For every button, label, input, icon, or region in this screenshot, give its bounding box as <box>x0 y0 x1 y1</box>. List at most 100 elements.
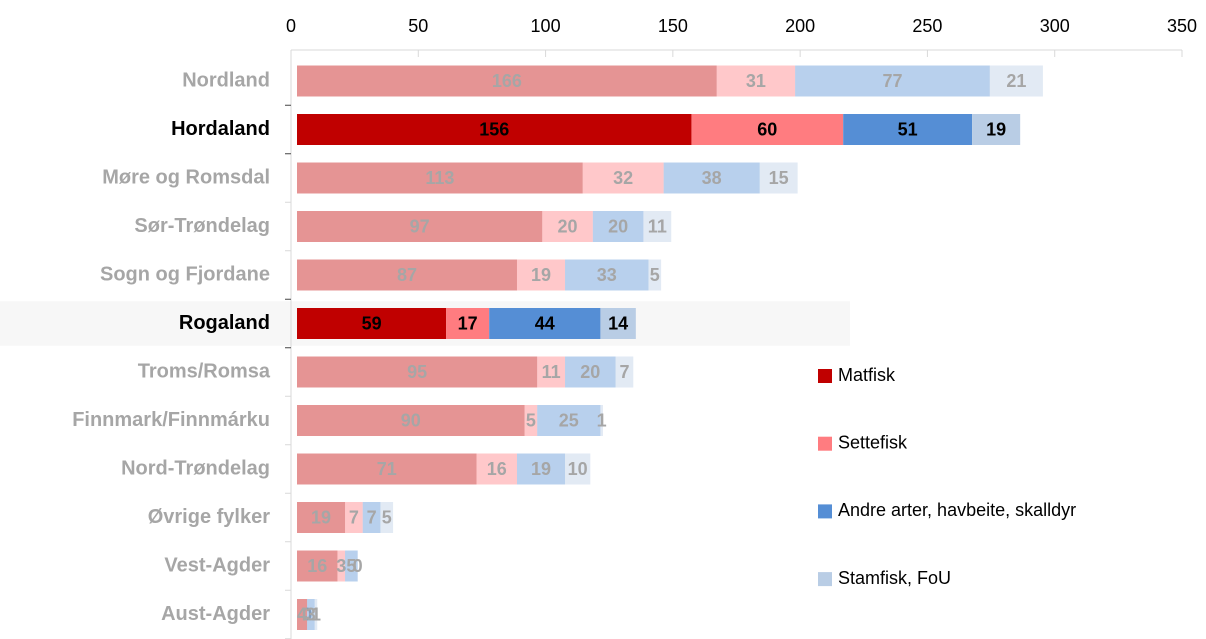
data-label: 7 <box>619 362 629 382</box>
data-label: 38 <box>702 168 722 188</box>
legend-label: Settefisk <box>838 432 908 452</box>
y-tick-label: Aust-Agder <box>161 603 270 625</box>
data-label: 33 <box>597 265 617 285</box>
bar-segment <box>989 65 1043 97</box>
y-tick-label: Finnmark/Finnmárku <box>72 409 270 431</box>
data-label: 59 <box>362 313 382 333</box>
bar-segment <box>537 356 566 388</box>
bar-segment <box>615 356 634 388</box>
data-label: 14 <box>608 313 628 333</box>
bar-segment <box>643 211 672 242</box>
data-label: 97 <box>410 216 430 236</box>
data-label: 44 <box>535 313 555 333</box>
x-tick-label: 300 <box>1040 16 1070 36</box>
data-label: 0 <box>302 604 312 624</box>
data-label: 15 <box>769 168 789 188</box>
data-label: 90 <box>401 410 421 430</box>
data-label: 7 <box>349 507 359 527</box>
bar-segment <box>691 114 844 145</box>
bar-segment <box>592 211 644 242</box>
y-tick-label: Nord-Trøndelag <box>121 457 270 479</box>
data-label: 166 <box>492 71 522 91</box>
legend-label: Andre arter, havbeite, skalldyr <box>838 500 1076 520</box>
bar-segment <box>565 356 616 388</box>
data-label: 10 <box>568 459 588 479</box>
bar-segment <box>516 453 566 485</box>
data-label: 19 <box>531 459 551 479</box>
bar-segment <box>345 502 363 533</box>
y-tick-label: Øvrige fylker <box>148 506 271 528</box>
data-label: 11 <box>648 216 667 236</box>
bar-segment <box>297 114 692 145</box>
data-label: 19 <box>311 507 331 527</box>
data-label: 31 <box>746 71 766 91</box>
x-tick-label: 250 <box>912 16 942 36</box>
bar-segment <box>297 356 538 388</box>
data-label: 32 <box>613 168 633 188</box>
bar-segment <box>600 308 636 339</box>
x-tick-label: 350 <box>1167 16 1197 36</box>
y-tick-label: Troms/Romsa <box>138 360 271 382</box>
bar-segment <box>516 259 566 291</box>
legend-label: Stamfisk, FoU <box>838 568 951 588</box>
data-label: 3 <box>336 556 346 576</box>
bar-segment <box>972 114 1021 145</box>
bar-segment <box>565 259 649 291</box>
bar-segment <box>345 550 358 582</box>
data-label: 95 <box>407 362 427 382</box>
bar-segment <box>446 308 490 339</box>
bar-segment <box>297 502 346 533</box>
data-label: 113 <box>425 168 454 188</box>
bar-segment <box>362 502 381 533</box>
y-tick-label: Hordaland <box>171 118 270 140</box>
y-tick-label: Nordland <box>182 69 270 91</box>
data-label: 0 <box>353 556 363 576</box>
legend-swatch <box>818 369 832 383</box>
bar-segment <box>489 308 601 339</box>
y-tick-label: Sør-Trøndelag <box>134 215 270 237</box>
data-label: 20 <box>608 216 628 236</box>
legend-swatch <box>818 572 832 587</box>
bar-segment <box>648 259 662 291</box>
x-tick-label: 50 <box>408 16 428 36</box>
bar-segment <box>297 211 543 242</box>
legend-swatch <box>818 436 832 451</box>
data-label: 1 <box>597 410 607 430</box>
data-label: 11 <box>542 362 561 382</box>
data-label: 16 <box>487 459 507 479</box>
data-label: 87 <box>397 265 417 285</box>
data-label: 5 <box>346 556 356 576</box>
bar-segment <box>314 599 318 630</box>
data-label: 20 <box>558 216 578 236</box>
x-tick-label: 0 <box>286 16 296 36</box>
bar-segment <box>537 405 601 436</box>
data-label: 19 <box>531 265 551 285</box>
x-tick-label: 150 <box>658 16 688 36</box>
data-label: 21 <box>1006 71 1026 91</box>
data-label: 7 <box>367 507 377 527</box>
bar-segment <box>565 453 591 485</box>
bar-segment <box>600 405 603 436</box>
data-label: 156 <box>479 119 509 139</box>
data-label: 5 <box>382 507 392 527</box>
bar-segment <box>380 502 394 533</box>
bar-segment <box>582 162 664 194</box>
data-label: 60 <box>757 119 777 139</box>
bar-segment <box>759 162 798 194</box>
bar-segment <box>297 259 517 291</box>
bar-segment <box>337 550 346 582</box>
x-tick-label: 100 <box>531 16 561 36</box>
data-label: 4 <box>297 604 307 624</box>
data-label: 5 <box>650 265 660 285</box>
y-tick-label: Møre og Romsdal <box>102 166 270 188</box>
bar-segment <box>795 65 990 97</box>
bar-segment <box>297 308 447 339</box>
bar-segment <box>542 211 593 242</box>
data-label: 20 <box>580 362 600 382</box>
bar-segment <box>297 65 717 97</box>
data-label: 51 <box>898 119 918 139</box>
data-label: 71 <box>377 459 397 479</box>
data-label: 16 <box>307 556 327 576</box>
bar-segment <box>297 599 308 630</box>
